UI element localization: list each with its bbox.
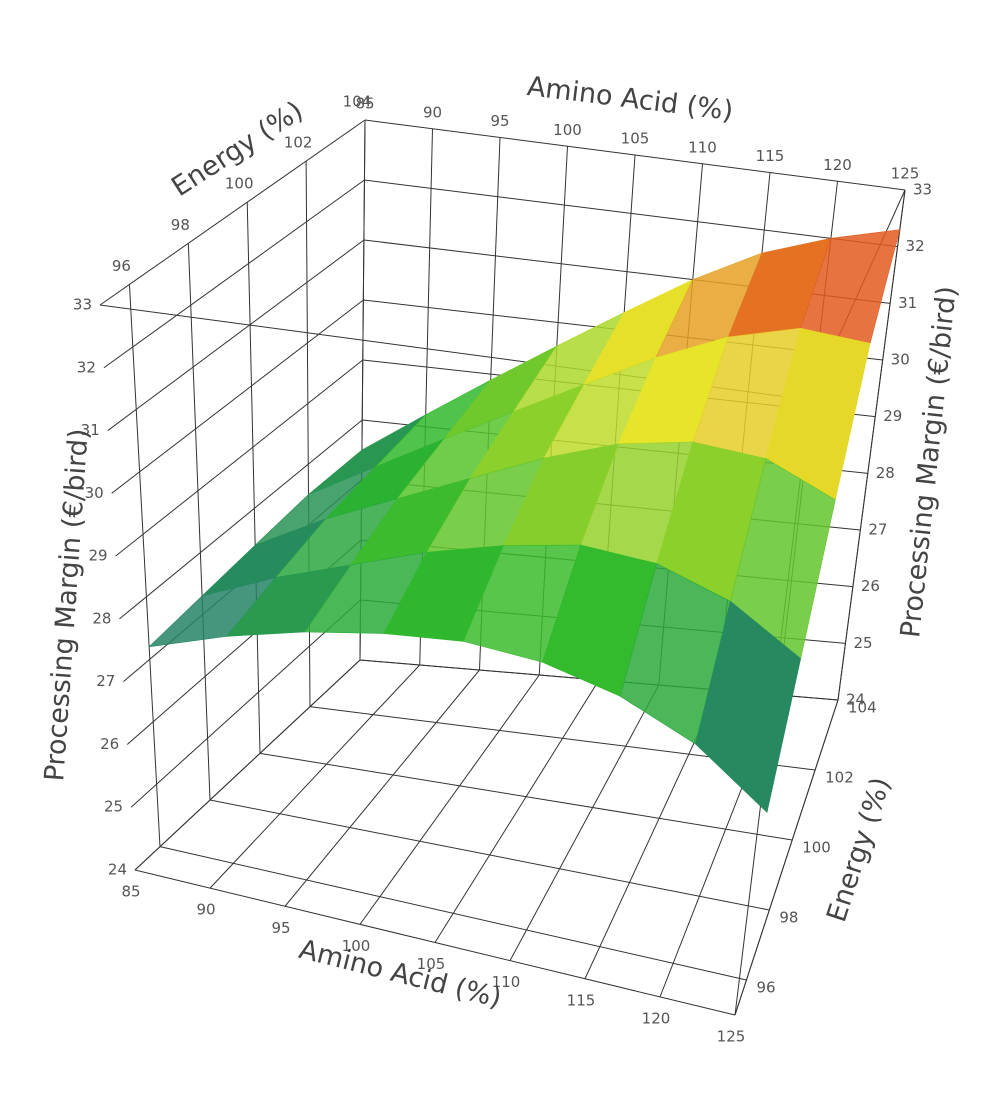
floor-grid-line (259, 752, 793, 841)
z-tick-label-right: 28 (876, 464, 895, 482)
x-tick-label: 120 (642, 1009, 671, 1027)
z-tick-label-right: 32 (906, 237, 925, 255)
x-tick-label-top: 120 (823, 156, 852, 174)
side-grid-line (115, 359, 364, 557)
x-tick-label-top: 90 (423, 103, 442, 121)
y-tick-label-top: 102 (284, 134, 313, 152)
z-tick-label: 31 (81, 421, 100, 439)
z-axis-title: Processing Margin (€/bird) (39, 428, 95, 783)
surface-cell (695, 600, 802, 813)
x-tick-label: 125 (717, 1028, 746, 1046)
x-axis-title-top: Amino Acid (%) (525, 71, 735, 127)
x-tick-label: 95 (271, 919, 290, 937)
z-tick-label: 33 (73, 296, 92, 314)
x-axis-title: Amino Acid (%) (296, 934, 505, 1014)
x-tick-label: 110 (492, 973, 521, 991)
floor-grid-line (159, 846, 747, 981)
x-tick-label: 105 (417, 955, 446, 973)
z-tick-label-right: 25 (853, 634, 872, 652)
floor-grid-line (509, 684, 660, 961)
floor-grid-line (359, 674, 540, 925)
box-edge (134, 869, 736, 1016)
floor-grid-line (434, 679, 600, 943)
side-grid-line (187, 243, 211, 801)
floor-grid-line (209, 664, 421, 889)
y-tick-label: 102 (825, 769, 854, 787)
y-tick-label-top: 98 (171, 216, 190, 234)
x-tick-label-top: 105 (621, 130, 650, 148)
y-tick-label: 96 (756, 979, 775, 997)
x-tick-label-top: 100 (553, 121, 582, 139)
x-tick-label-top: 125 (891, 165, 920, 183)
z-tick-label-right: 31 (898, 294, 917, 312)
x-tick-label-top: 115 (756, 147, 785, 165)
z-tick-label: 30 (85, 484, 104, 502)
z-tick-label: 26 (100, 735, 119, 753)
x-tick-label: 115 (567, 991, 596, 1009)
side-grid-line (103, 179, 365, 369)
z-tick-label-right: 26 (861, 577, 880, 595)
side-grid-line (99, 119, 366, 306)
y-tick-label: 100 (802, 839, 831, 857)
z-tick-label: 29 (88, 547, 107, 565)
z-tick-label-right: 29 (883, 407, 902, 425)
side-grid-line (111, 299, 364, 494)
z-tick-label-right: 27 (868, 521, 887, 539)
y-tick-label-top: 104 (343, 93, 372, 111)
z-tick-label-right: 33 (913, 181, 932, 199)
x-tick-label: 100 (342, 937, 371, 955)
box-edge (837, 189, 906, 701)
x-tick-label: 85 (121, 883, 140, 901)
z-tick-label-right: 30 (891, 351, 910, 369)
y-tick-label: 98 (779, 909, 798, 927)
z-axis-title-right: Processing Margin (€/bird) (895, 285, 963, 640)
x-tick-label-top: 95 (490, 112, 509, 130)
floor-grid-line (284, 669, 480, 907)
back-grid-line (364, 119, 906, 191)
z-tick-label: 24 (108, 861, 127, 879)
side-grid-line (246, 202, 261, 754)
y-tick-label: 104 (848, 699, 877, 717)
y-tick-label-top: 100 (225, 175, 254, 193)
z-tick-label: 25 (104, 798, 123, 816)
floor-grid-line (209, 799, 770, 911)
y-axis-title: Energy (%) (821, 774, 897, 926)
x-tick-label-top: 85 (355, 95, 374, 113)
back-grid-line (364, 179, 898, 248)
z-tick-label: 32 (77, 358, 96, 376)
x-tick-label-top: 110 (688, 138, 717, 156)
y-tick-label-top: 96 (112, 257, 131, 275)
side-grid-line (130, 599, 361, 808)
x-tick-label: 90 (196, 901, 215, 919)
z-tick-label-right: 24 (846, 691, 865, 709)
z-tick-label: 27 (96, 672, 115, 690)
side-grid-line (107, 239, 365, 431)
side-grid-line (128, 284, 161, 847)
side-grid-line (134, 659, 361, 871)
box-edge (734, 699, 839, 1016)
side-grid-line (119, 419, 363, 620)
z-tick-label: 28 (92, 609, 111, 627)
